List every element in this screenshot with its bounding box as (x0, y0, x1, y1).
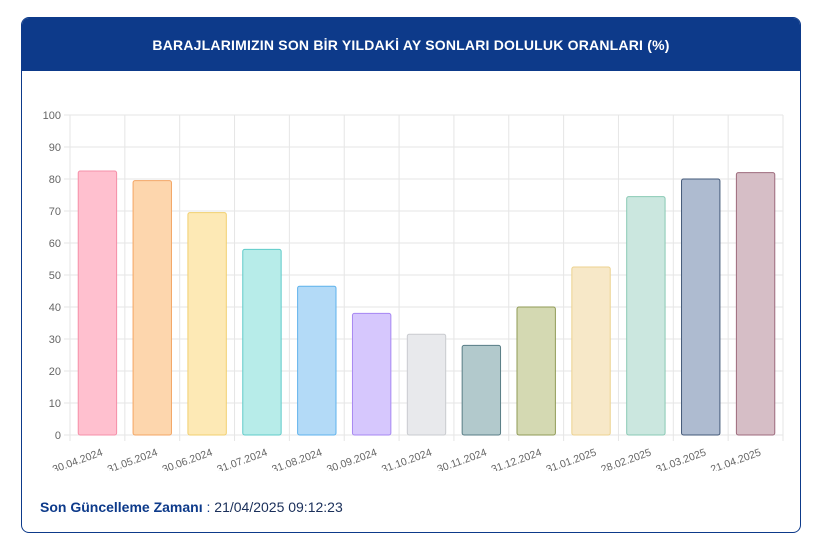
y-tick-label: 90 (49, 142, 61, 154)
x-tick-label: 31.05.2024 (106, 446, 160, 471)
last-update-separator: : (202, 499, 215, 515)
y-tick-label: 40 (49, 302, 61, 314)
x-tick-label: 28.02.2025 (599, 446, 653, 471)
bar-31.12.2024 (516, 306, 556, 436)
bar-21.04.2025 (735, 172, 776, 436)
card-title: BARAJLARIMIZIN SON BİR YILDAKİ AY SONLAR… (22, 18, 800, 71)
chart-card: BARAJLARIMIZIN SON BİR YILDAKİ AY SONLAR… (21, 17, 801, 533)
last-update-label: Son Güncelleme Zamanı (40, 499, 203, 515)
bar-28.02.2025 (626, 196, 666, 436)
x-tick-label: 21.04.2025 (709, 446, 763, 471)
y-tick-label: 0 (55, 430, 61, 442)
x-tick-label: 30.06.2024 (161, 446, 215, 471)
x-tick-label: 30.04.2024 (51, 446, 105, 471)
y-tick-label: 80 (49, 174, 61, 186)
x-tick-label: 30.11.2024 (436, 446, 489, 471)
bar-31.08.2024 (297, 285, 337, 436)
y-tick-label: 60 (49, 238, 61, 250)
x-tick-label: 31.12.2024 (490, 446, 544, 471)
bar-31.03.2025 (681, 178, 721, 436)
x-tick-label: 31.03.2025 (654, 446, 708, 471)
bar-31.10.2024 (406, 333, 447, 436)
y-tick-label: 50 (49, 270, 61, 282)
chart-area: 0 10 20 30 40 50 60 70 80 90 100 30.04.2024 31.05.20… (22, 71, 800, 476)
x-tick-label: 31.07.2024 (215, 446, 269, 471)
x-tick-label: 31.01.2025 (545, 446, 599, 471)
last-update: Son Güncelleme Zamanı : 21/04/2025 09:12… (40, 499, 343, 515)
x-tick-label: 30.09.2024 (325, 446, 379, 471)
bar-30.11.2024 (461, 344, 502, 436)
y-tick-label: 10 (49, 398, 61, 410)
x-tick-label: 31.08.2024 (270, 446, 324, 471)
y-tick-label: 20 (49, 366, 61, 378)
bar-30.09.2024 (351, 312, 392, 436)
bar-30.04.2024 (77, 170, 118, 436)
bar-31.05.2024 (132, 180, 172, 436)
bar-31.07.2024 (242, 248, 282, 436)
y-tick-label: 100 (43, 110, 61, 122)
bar-chart: 0 10 20 30 40 50 60 70 80 90 100 30.04.2024 31.05.20… (43, 110, 784, 476)
last-update-value: 21/04/2025 09:12:23 (214, 499, 343, 515)
y-tick-label: 70 (49, 206, 61, 218)
y-tick-label: 30 (49, 334, 61, 346)
bar-30.06.2024 (187, 212, 227, 436)
x-tick-label: 31.10.2024 (380, 446, 434, 471)
bar-31.01.2025 (571, 266, 611, 436)
